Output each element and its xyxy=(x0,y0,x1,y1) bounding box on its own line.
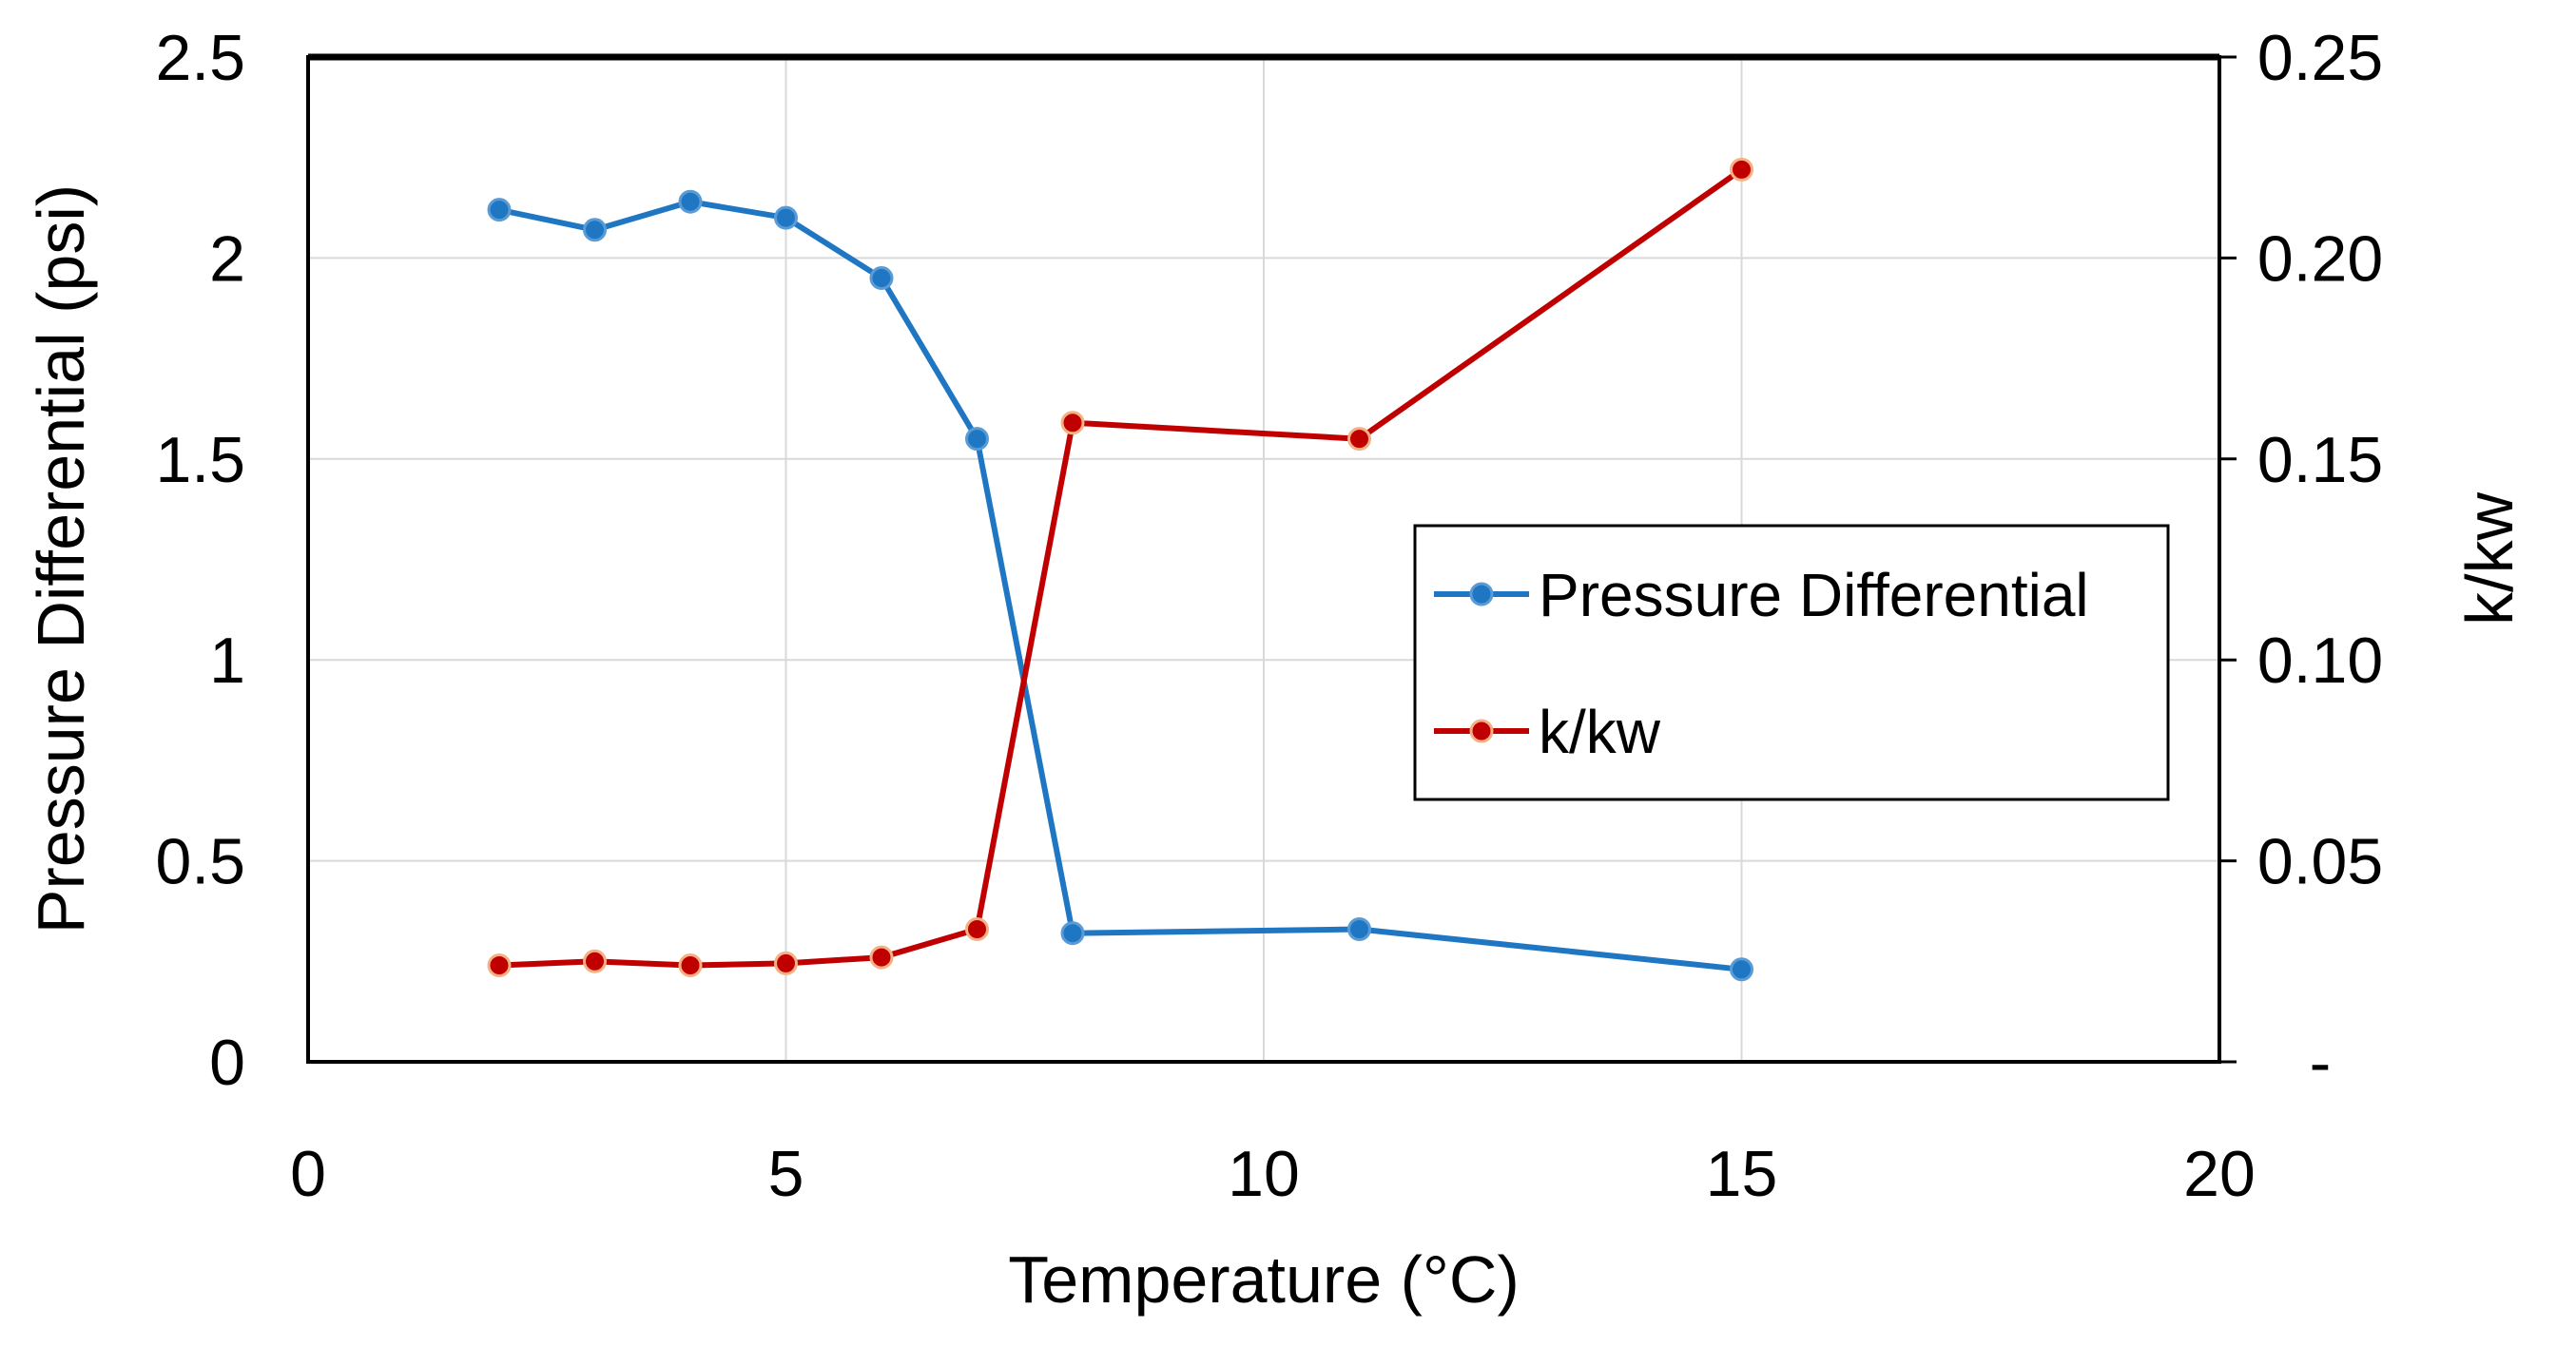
legend-label-pressure: Pressure Differential xyxy=(1539,561,2089,629)
k-kw-point xyxy=(1347,427,1371,452)
legend-swatch-pressure-marker xyxy=(1469,582,1494,606)
series-layer xyxy=(487,157,1753,982)
x-axis-title: Temperature (°C) xyxy=(1008,1242,1520,1317)
x-tick-label: 20 xyxy=(2183,1138,2256,1210)
y2-tick-label: 0.25 xyxy=(2257,22,2383,94)
legend-label-kkw: k/kw xyxy=(1539,698,1661,766)
k-kw-point xyxy=(1060,411,1085,435)
y2-tick-label: 0.10 xyxy=(2257,625,2383,697)
pressure-differential-point xyxy=(1347,916,1371,941)
x-tick-label: 15 xyxy=(1706,1138,1778,1210)
x-tick-label: 0 xyxy=(290,1138,326,1210)
y2-tick-label: 0.15 xyxy=(2257,424,2383,496)
y2-tick-label: - xyxy=(2310,1027,2332,1099)
pressure-differential-point xyxy=(487,198,512,222)
k-kw-point xyxy=(869,945,894,970)
legend: Pressure Differential k/kw xyxy=(1413,524,2170,801)
x-axis-tick-labels: 0 5 10 15 20 xyxy=(290,1138,2256,1210)
k-kw-point xyxy=(583,949,607,973)
y2-tick-label: 0.20 xyxy=(2257,222,2383,295)
y-tick-label: 1 xyxy=(209,625,245,697)
k-kw-point xyxy=(965,916,989,941)
y-tick-label: 1.5 xyxy=(155,424,245,496)
legend-box xyxy=(1413,524,2170,801)
legend-swatch-kkw-marker xyxy=(1469,719,1494,743)
k-kw-point xyxy=(487,953,512,978)
k-kw-point xyxy=(1730,157,1753,182)
k-kw-point xyxy=(678,953,703,978)
pressure-differential-point xyxy=(1060,921,1085,946)
y2-axis-title: k/kw xyxy=(2452,492,2527,625)
pressure-differential-point xyxy=(965,427,989,452)
pressure-differential-point xyxy=(678,189,703,214)
y-tick-label: 0.5 xyxy=(155,826,245,898)
pressure-differential-point xyxy=(583,218,607,242)
right-axis-tickmarks xyxy=(2219,55,2237,1064)
x-tick-label: 5 xyxy=(768,1138,804,1210)
pressure-differential-point xyxy=(1730,957,1753,982)
pressure-differential-point xyxy=(869,266,894,291)
gridlines xyxy=(308,57,2219,1062)
k-kw-point xyxy=(774,951,798,975)
y-tick-label: 2.5 xyxy=(155,22,245,94)
y-tick-label: 0 xyxy=(209,1027,245,1099)
x-tick-label: 10 xyxy=(1228,1138,1300,1210)
left-axis-tick-labels: 0 0.5 1 1.5 2 2.5 xyxy=(155,22,245,1099)
y-tick-label: 2 xyxy=(209,222,245,295)
right-axis-tick-labels: - 0.05 0.10 0.15 0.20 0.25 xyxy=(2257,22,2383,1099)
y2-tick-label: 0.05 xyxy=(2257,826,2383,898)
y-axis-title: Pressure Differential (psi) xyxy=(24,184,98,933)
pressure-differential-point xyxy=(774,205,798,230)
